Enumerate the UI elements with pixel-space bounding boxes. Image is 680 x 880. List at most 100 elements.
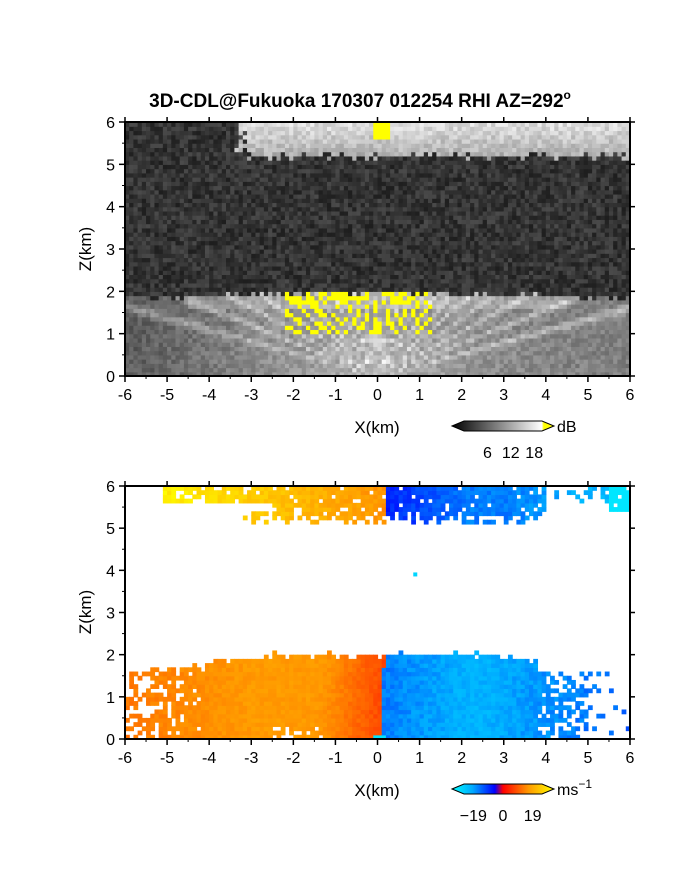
backscatter-cell (381, 160, 387, 165)
backscatter-cell (209, 363, 214, 369)
backscatter-cell (436, 198, 442, 204)
backscatter-cell (322, 325, 328, 331)
backscatter-cell (465, 198, 471, 204)
backscatter-cell (284, 172, 290, 178)
backscatter-cell (146, 299, 151, 305)
backscatter-cell (213, 316, 219, 322)
backscatter-cell (263, 126, 269, 132)
backscatter-cell (444, 342, 450, 347)
backscatter-cell (200, 278, 206, 284)
backscatter-cell (150, 274, 156, 280)
backscatter-cell (141, 291, 147, 297)
backscatter-cell (301, 291, 307, 297)
backscatter-cell (385, 320, 391, 326)
backscatter-cell (209, 346, 214, 352)
backscatter-cell (348, 198, 353, 204)
backscatter-cell (196, 232, 202, 237)
backscatter-cell (293, 130, 299, 136)
backscatter-cell (369, 206, 374, 212)
backscatter-cell (150, 257, 156, 263)
backscatter-cell (453, 312, 459, 318)
backscatter-cell (465, 325, 471, 331)
backscatter-cell (133, 295, 139, 301)
backscatter-cell (352, 236, 358, 242)
backscatter-cell (470, 304, 475, 309)
backscatter-cell (390, 244, 395, 250)
backscatter-cell (171, 249, 177, 254)
backscatter-cell (289, 151, 294, 157)
backscatter-cell (204, 215, 210, 220)
backscatter-cell (293, 261, 299, 267)
backscatter-cell (268, 193, 273, 199)
backscatter-cell (158, 308, 164, 314)
backscatter-cell (406, 274, 412, 280)
backscatter-cell (171, 316, 177, 322)
backscatter-cell (230, 304, 236, 309)
backscatter-cell (394, 122, 400, 127)
backscatter-cell (125, 354, 130, 360)
backscatter-cell (209, 244, 214, 250)
backscatter-cell (167, 202, 172, 208)
backscatter-cell (284, 215, 290, 220)
backscatter-cell (318, 253, 324, 259)
backscatter-cell (141, 227, 147, 233)
backscatter-cell (226, 304, 231, 309)
backscatter-cell (192, 160, 198, 165)
backscatter-cell (301, 134, 307, 140)
backscatter-cell (318, 236, 324, 242)
backscatter-cell (348, 342, 353, 347)
backscatter-cell (230, 185, 236, 191)
backscatter-cell (339, 210, 345, 216)
backscatter-cell (226, 147, 231, 153)
backscatter-cell (188, 210, 193, 216)
backscatter-cell (457, 240, 463, 246)
backscatter-cell (183, 134, 189, 140)
backscatter-cell (369, 227, 374, 233)
backscatter-cell (255, 232, 261, 237)
backscatter-cell (268, 227, 273, 233)
backscatter-cell (204, 147, 210, 153)
backscatter-cell (394, 227, 400, 233)
backscatter-cell (238, 325, 244, 331)
backscatter-cell (385, 168, 391, 174)
backscatter-cell (175, 371, 181, 376)
backscatter-cell (226, 189, 231, 195)
backscatter-cell (381, 134, 387, 140)
backscatter-cell (213, 181, 219, 187)
backscatter-cell (327, 287, 332, 292)
backscatter-cell (457, 299, 463, 305)
backscatter-cell (318, 333, 324, 339)
backscatter-cell (310, 240, 315, 246)
backscatter-cell (247, 337, 252, 343)
backscatter-cell (129, 206, 135, 212)
backscatter-cell (398, 168, 404, 174)
backscatter-cell (141, 206, 147, 212)
backscatter-cell (293, 189, 299, 195)
backscatter-cell (398, 122, 404, 127)
backscatter-cell (406, 342, 412, 347)
backscatter-cell (415, 160, 421, 165)
backscatter-cell (188, 333, 193, 339)
backscatter-cell (314, 168, 320, 174)
backscatter-cell (390, 337, 395, 343)
backscatter-cell (255, 122, 261, 127)
backscatter-cell (221, 295, 227, 301)
backscatter-cell (268, 236, 273, 242)
backscatter-cell (179, 354, 185, 360)
backscatter-cell (251, 320, 257, 326)
backscatter-cell (259, 253, 265, 259)
backscatter-cell (133, 270, 139, 275)
backscatter-cell (327, 202, 332, 208)
backscatter-cell (276, 126, 282, 132)
backscatter-cell (276, 274, 282, 280)
backscatter-cell (217, 253, 223, 259)
backscatter-cell (449, 278, 454, 284)
backscatter-cell (301, 367, 307, 373)
backscatter-cell (444, 295, 450, 301)
backscatter-cell (297, 287, 303, 292)
backscatter-cell (209, 202, 214, 208)
backscatter-cell (137, 236, 143, 242)
backscatter-cell (141, 168, 147, 174)
backscatter-cell (394, 151, 400, 157)
backscatter-cell (444, 291, 450, 297)
